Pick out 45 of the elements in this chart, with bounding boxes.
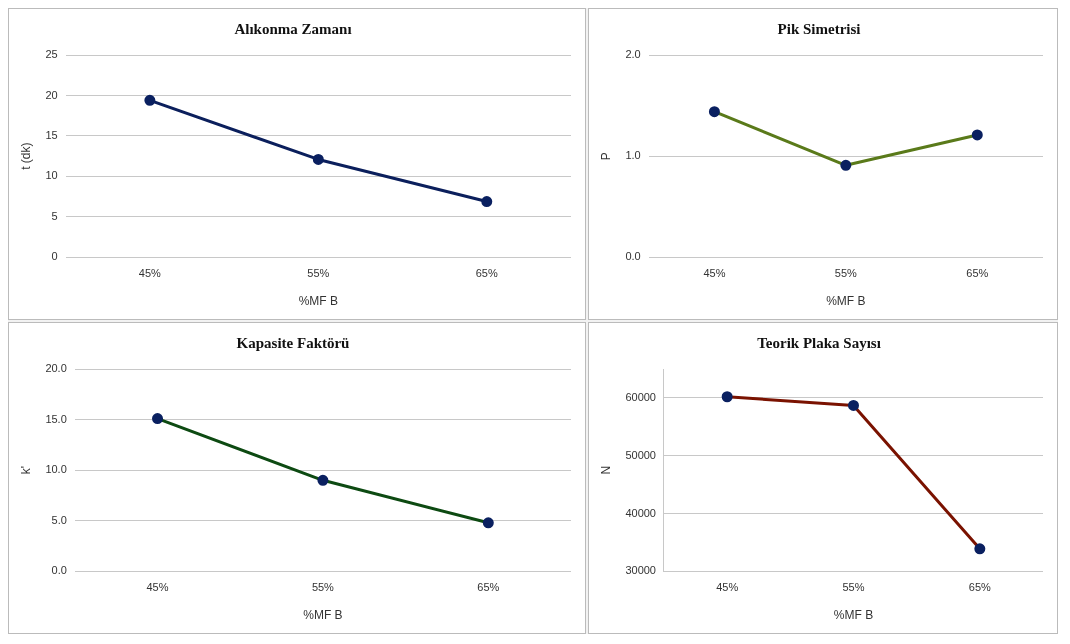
x-axis-title: %MF B: [298, 294, 338, 309]
y-tick-label: 20.0: [45, 362, 67, 375]
y-tick-label: 5.0: [51, 513, 67, 526]
x-tick-label: 45%: [703, 267, 726, 280]
x-axis-title: %MF B: [826, 294, 866, 309]
y-tick-label: 1.0: [625, 149, 641, 162]
y-tick-label: 40000: [625, 506, 656, 519]
y-axis-title: k': [18, 466, 33, 475]
x-tick-label: 55%: [311, 581, 335, 594]
point: [312, 153, 324, 165]
y-axis-title: P: [598, 152, 613, 161]
x-tick-label: 45%: [138, 267, 162, 280]
x-axis-title: %MF B: [833, 608, 874, 623]
chart-title: Pik Simetrisi: [777, 20, 861, 37]
y-tick-label: 25: [45, 48, 58, 61]
y-tick-label: 30000: [625, 564, 656, 577]
x-tick-label: 55%: [307, 267, 330, 280]
x-tick-label: 65%: [968, 581, 992, 594]
y-tick-label: 5: [51, 209, 58, 222]
x-tick-label: 65%: [477, 581, 500, 594]
y-tick-label: 0.0: [51, 564, 67, 577]
chart-title: Teorik Plaka Sayısı: [757, 334, 881, 351]
y-tick-label: 0.0: [625, 250, 641, 263]
chart-title: Alıkonma Zamanı: [234, 20, 352, 37]
y-tick-label: 15.0: [45, 412, 67, 425]
x-tick-label: 55%: [834, 267, 858, 280]
y-tick-label: 10: [45, 169, 58, 182]
y-tick-label: 50000: [625, 448, 656, 461]
x-tick-label: 65%: [475, 267, 498, 280]
chart-title: Kapasite Faktörü: [236, 334, 350, 351]
y-axis-title: N: [598, 465, 613, 475]
x-tick-label: 65%: [966, 267, 989, 280]
y-tick-label: 20: [45, 88, 58, 101]
x-tick-label: 45%: [146, 581, 169, 594]
x-tick-label: 45%: [716, 581, 739, 594]
y-tick-label: 10.0: [45, 463, 67, 476]
y-axis-title: t (dk): [18, 142, 33, 170]
y-tick-label: 15: [45, 128, 58, 141]
x-axis-title: %MF B: [303, 608, 343, 623]
y-tick-label: 0: [51, 250, 58, 263]
x-tick-label: 55%: [842, 581, 865, 594]
y-tick-label: 60000: [625, 390, 656, 403]
point: [481, 196, 493, 208]
point: [144, 94, 156, 106]
y-tick-label: 2.0: [625, 48, 641, 61]
